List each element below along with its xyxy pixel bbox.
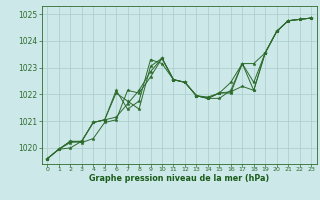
X-axis label: Graphe pression niveau de la mer (hPa): Graphe pression niveau de la mer (hPa) [89, 174, 269, 183]
